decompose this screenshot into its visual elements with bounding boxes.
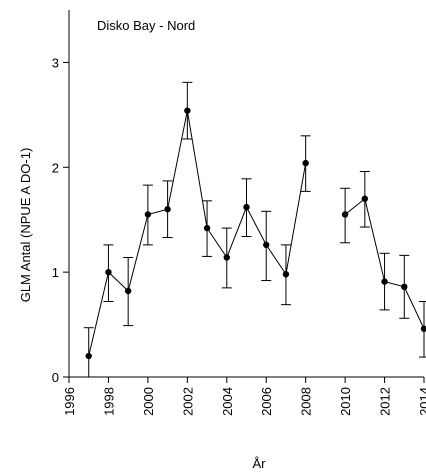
data-point	[105, 268, 112, 276]
x-tick-label: 2014	[417, 387, 426, 416]
data-point	[361, 195, 369, 202]
data-point	[341, 211, 349, 218]
x-tick-label: 2012	[378, 387, 393, 416]
data-point	[85, 352, 92, 360]
data-point	[401, 283, 408, 291]
data-point	[302, 159, 309, 167]
x-tick-label: 2002	[180, 387, 195, 416]
y-axis-ticks: 0 1 2 3	[52, 55, 69, 385]
x-tick-label: 2010	[338, 387, 353, 416]
chart-title: Disko Bay - Nord	[97, 18, 195, 33]
series-lines	[88, 110, 425, 357]
x-tick-label: 2006	[259, 387, 274, 416]
data-point	[243, 203, 250, 211]
data-point	[164, 206, 171, 213]
data-point	[381, 278, 388, 285]
x-axis-title: År	[253, 456, 267, 471]
data-point	[184, 107, 191, 114]
x-axis-ticks: 1996 1998 2000 2002 2004 2006 2008 2010 2012 2014	[62, 377, 426, 416]
y-tick-label: 2	[52, 160, 59, 175]
series-line-segment	[88, 110, 307, 357]
y-tick-label: 3	[52, 55, 59, 70]
data-point	[223, 254, 230, 261]
data-point	[144, 211, 152, 218]
data-point	[282, 271, 290, 278]
x-tick-label: 2000	[141, 387, 156, 416]
data-point	[420, 325, 426, 332]
error-bars	[83, 81, 426, 378]
data-point	[263, 241, 270, 249]
axes	[68, 10, 424, 378]
x-tick-label: 1998	[101, 387, 116, 416]
y-tick-label: 1	[52, 265, 59, 280]
x-tick-label: 2004	[220, 387, 235, 416]
y-tick-label: 0	[52, 370, 59, 385]
y-axis-title: GLM Antal (NPUE A DO-1)	[18, 148, 33, 303]
data-point	[203, 224, 211, 232]
data-points	[85, 107, 426, 360]
data-point	[124, 287, 132, 295]
x-tick-label: 1996	[62, 387, 77, 416]
x-tick-label: 2008	[299, 387, 314, 416]
